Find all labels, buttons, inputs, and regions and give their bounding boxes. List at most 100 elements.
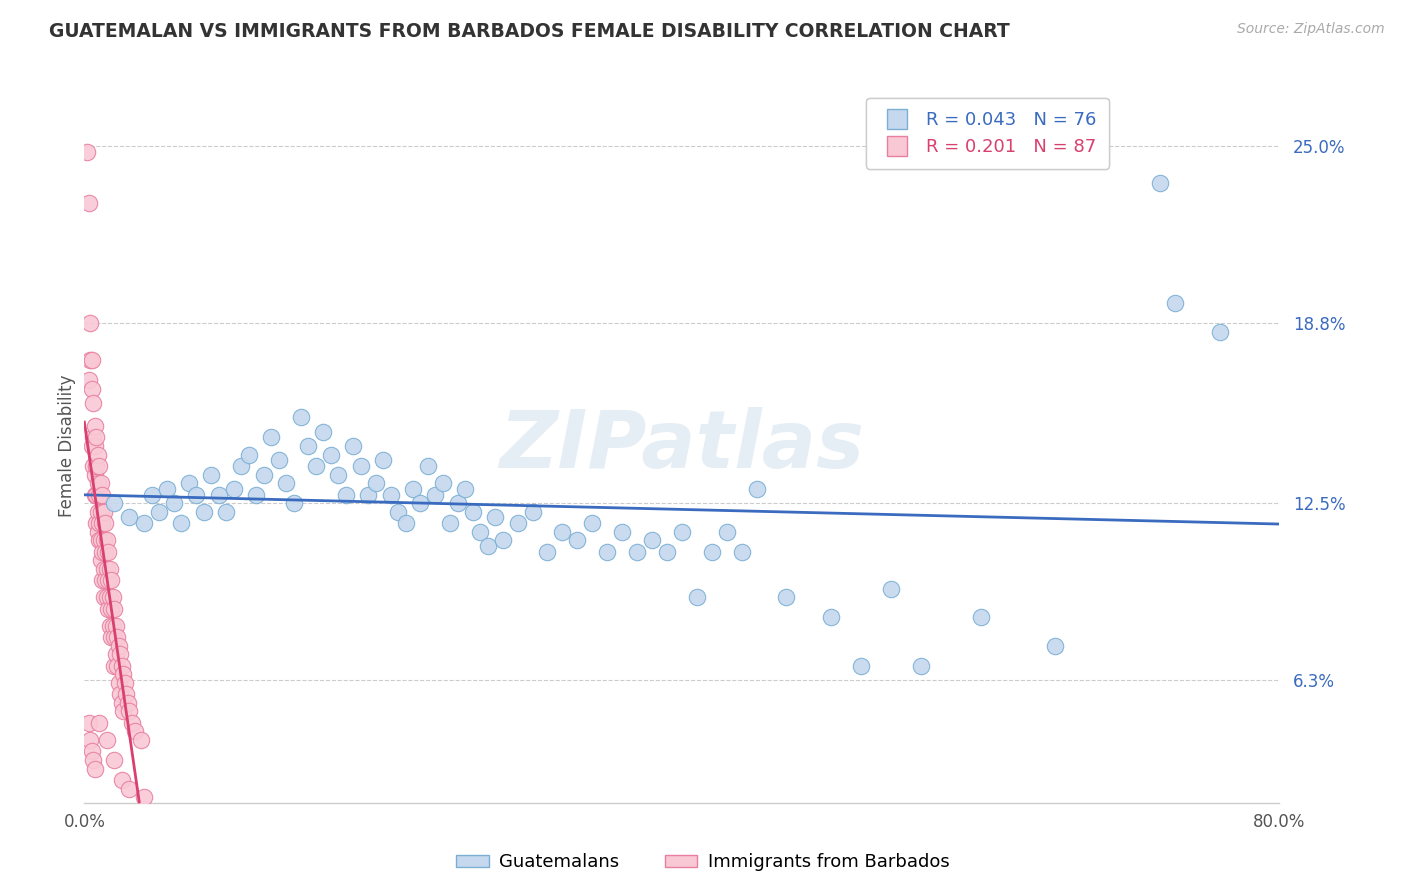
Point bbox=[83, 419, 105, 434]
Point bbox=[82, 458, 104, 473]
Point bbox=[1149, 177, 1171, 191]
Point bbox=[297, 439, 319, 453]
Point bbox=[641, 533, 664, 548]
Point bbox=[655, 544, 678, 558]
Point bbox=[716, 524, 738, 539]
Point bbox=[461, 505, 484, 519]
Point bbox=[79, 733, 101, 747]
Point bbox=[94, 516, 117, 530]
Point bbox=[87, 524, 110, 539]
Point bbox=[148, 505, 170, 519]
Point bbox=[454, 482, 477, 496]
Point bbox=[686, 591, 709, 605]
Point bbox=[103, 658, 125, 673]
Point bbox=[117, 696, 139, 710]
Point bbox=[97, 573, 120, 587]
Point bbox=[260, 430, 283, 444]
Point bbox=[506, 516, 529, 530]
Point bbox=[89, 715, 111, 730]
Point bbox=[96, 591, 118, 605]
Point bbox=[82, 396, 104, 410]
Point bbox=[283, 496, 305, 510]
Point bbox=[312, 425, 335, 439]
Point bbox=[305, 458, 328, 473]
Point bbox=[132, 516, 156, 530]
Point bbox=[80, 353, 103, 368]
Point bbox=[536, 544, 558, 558]
Point bbox=[91, 573, 114, 587]
Point bbox=[90, 533, 112, 548]
Point bbox=[105, 630, 128, 644]
Point bbox=[112, 705, 135, 719]
Point bbox=[100, 601, 122, 615]
Point bbox=[124, 724, 146, 739]
Point bbox=[86, 458, 108, 473]
Point bbox=[745, 482, 768, 496]
Point bbox=[118, 705, 141, 719]
Point bbox=[551, 524, 574, 539]
Point bbox=[97, 601, 120, 615]
Point bbox=[77, 196, 100, 211]
Point bbox=[200, 467, 222, 482]
Point bbox=[89, 458, 111, 473]
Point bbox=[114, 676, 136, 690]
Point bbox=[425, 487, 447, 501]
Point bbox=[163, 496, 186, 510]
Point bbox=[484, 510, 506, 524]
Point bbox=[90, 476, 112, 491]
Point bbox=[111, 658, 134, 673]
Point bbox=[87, 505, 110, 519]
Point bbox=[193, 505, 215, 519]
Point bbox=[121, 715, 143, 730]
Point bbox=[103, 753, 125, 767]
Point bbox=[245, 487, 267, 501]
Point bbox=[342, 439, 364, 453]
Point bbox=[186, 487, 208, 501]
Point bbox=[612, 524, 634, 539]
Point bbox=[107, 639, 129, 653]
Point bbox=[96, 533, 118, 548]
Point bbox=[80, 382, 103, 396]
Point bbox=[118, 781, 141, 796]
Point bbox=[129, 733, 152, 747]
Point bbox=[416, 458, 439, 473]
Point bbox=[1045, 639, 1067, 653]
Point bbox=[90, 553, 112, 567]
Point bbox=[104, 648, 127, 662]
Point bbox=[101, 591, 124, 605]
Point bbox=[238, 448, 260, 462]
Point bbox=[93, 591, 115, 605]
Point bbox=[851, 658, 873, 673]
Point bbox=[98, 562, 121, 576]
Point bbox=[155, 482, 177, 496]
Point bbox=[93, 505, 115, 519]
Point bbox=[671, 524, 693, 539]
Point bbox=[253, 467, 276, 482]
Point bbox=[402, 482, 425, 496]
Point bbox=[76, 145, 98, 159]
Point bbox=[83, 439, 105, 453]
Point bbox=[1209, 325, 1232, 339]
Point bbox=[820, 610, 842, 624]
Point bbox=[581, 516, 603, 530]
Point bbox=[87, 476, 110, 491]
Point bbox=[328, 467, 350, 482]
Point bbox=[83, 762, 105, 776]
Point bbox=[82, 753, 104, 767]
Point bbox=[522, 505, 544, 519]
Point bbox=[96, 562, 118, 576]
Point bbox=[350, 458, 373, 473]
Point bbox=[77, 715, 100, 730]
Point bbox=[335, 487, 357, 501]
Point bbox=[222, 482, 245, 496]
Point bbox=[79, 316, 101, 330]
Point bbox=[170, 516, 193, 530]
Point bbox=[492, 533, 515, 548]
Point bbox=[267, 453, 290, 467]
Point bbox=[373, 453, 395, 467]
Point bbox=[319, 448, 342, 462]
Point bbox=[380, 487, 402, 501]
Point bbox=[290, 410, 312, 425]
Point bbox=[91, 544, 114, 558]
Point bbox=[447, 496, 470, 510]
